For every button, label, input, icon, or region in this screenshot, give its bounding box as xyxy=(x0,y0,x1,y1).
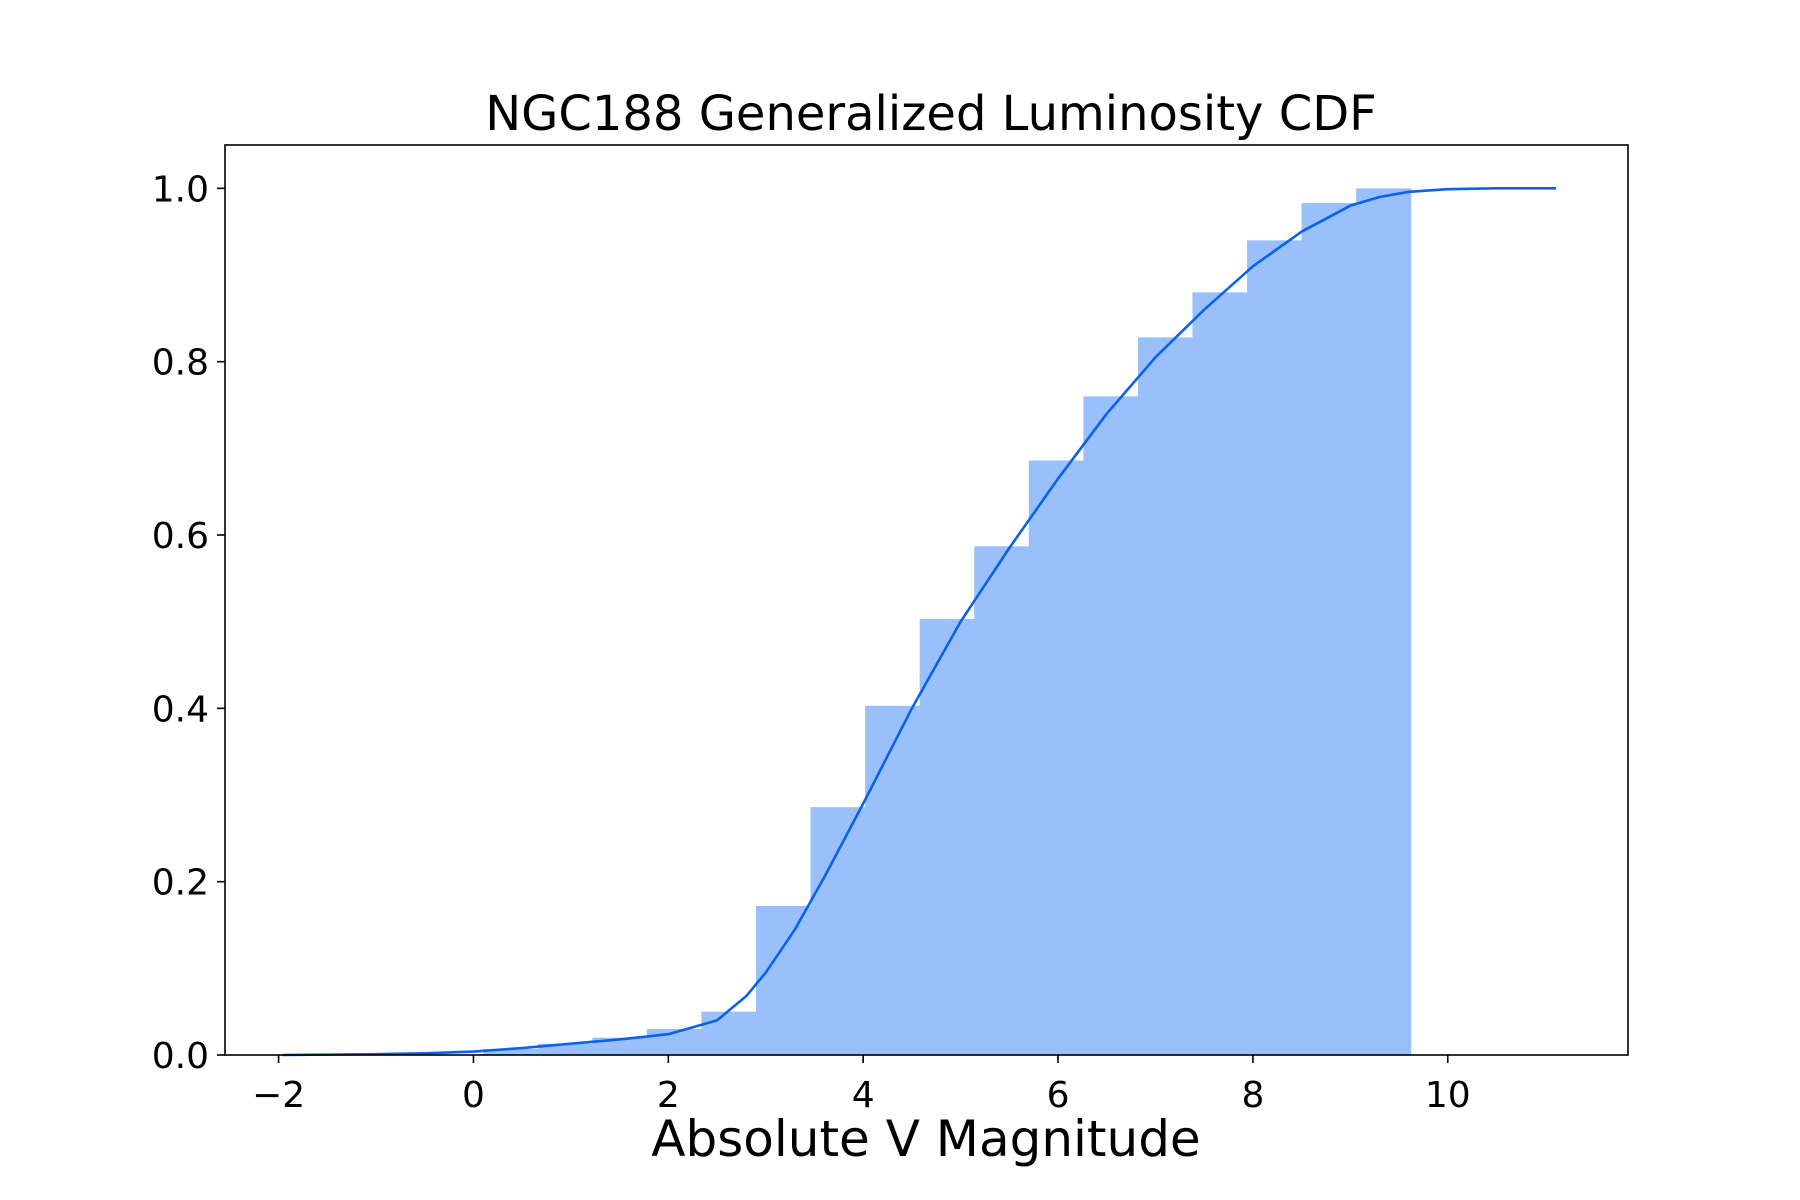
x-tick-label: 6 xyxy=(1047,1075,1070,1116)
y-tick-label: 0.0 xyxy=(152,1036,209,1077)
cdf-curve-layer xyxy=(282,187,1557,1057)
histogram-bar xyxy=(1192,292,1248,1055)
histogram-bars xyxy=(483,188,1412,1056)
x-axis-ticks: −2 0 2 4 6 8 10 xyxy=(252,1055,1471,1116)
histogram-bar xyxy=(701,1011,757,1055)
x-tick-label: 8 xyxy=(1241,1075,1264,1116)
y-tick-label: 1.0 xyxy=(152,169,209,210)
histogram-bar xyxy=(592,1037,648,1055)
y-tick-label: 0.6 xyxy=(152,516,209,557)
histogram-bar xyxy=(1356,188,1412,1056)
x-tick-label: 10 xyxy=(1425,1075,1471,1116)
x-tick-label: 2 xyxy=(657,1075,680,1116)
y-tick-label: 0.8 xyxy=(152,343,209,384)
histogram-bar xyxy=(755,905,812,1055)
histogram-bar xyxy=(1028,460,1084,1055)
histogram-bar xyxy=(974,546,1030,1055)
histogram-bar xyxy=(537,1043,593,1055)
histogram-bar xyxy=(1247,240,1303,1056)
histogram-bar xyxy=(919,619,975,1055)
y-axis-ticks: 0.0 0.2 0.4 0.6 0.8 1.0 xyxy=(152,169,225,1077)
x-tick-label: 4 xyxy=(852,1075,875,1116)
histogram-bar xyxy=(1137,337,1193,1055)
cdf-curve xyxy=(282,187,1557,1057)
histogram-bar xyxy=(865,705,921,1055)
histogram-bar xyxy=(1083,396,1139,1055)
histogram-bar xyxy=(1301,203,1357,1056)
histogram-bar xyxy=(483,1048,539,1055)
y-tick-label: 0.4 xyxy=(152,689,209,730)
plot-frame xyxy=(224,144,1629,1056)
y-tick-label: 0.2 xyxy=(152,863,209,904)
x-axis-label: Absolute V Magnitude xyxy=(651,1110,1200,1168)
histogram-bar xyxy=(810,807,866,1055)
chart-title: NGC188 Generalized Luminosity CDF xyxy=(485,86,1377,142)
x-tick-label: 0 xyxy=(462,1075,485,1116)
x-tick-label: −2 xyxy=(252,1075,305,1116)
